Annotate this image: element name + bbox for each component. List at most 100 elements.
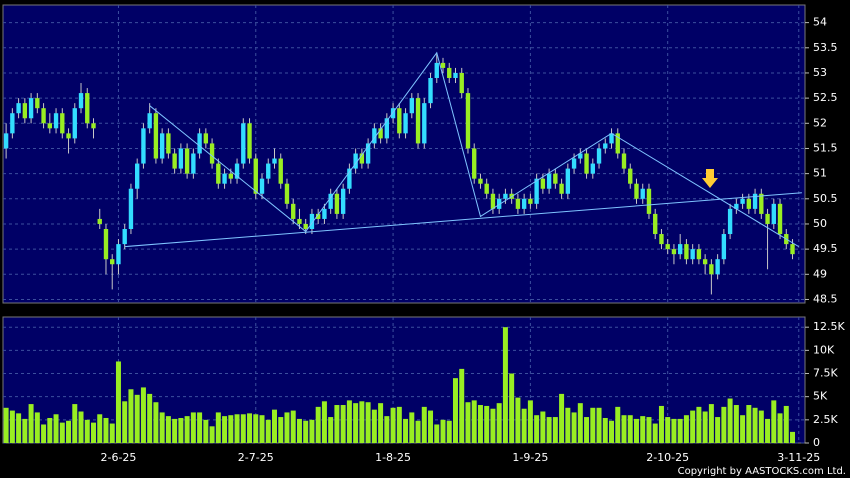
candle-body [297,218,302,224]
candle-body [259,178,265,194]
candle-body [141,128,146,164]
candle-body [334,193,340,214]
y-tick-label: 53.5 [813,41,838,54]
volume-bar [384,416,390,443]
y-tick-label: 52 [813,116,827,129]
y-tick-label: 54 [813,16,827,29]
candle-body [609,133,614,144]
candle-body [266,163,271,179]
candle-body [353,153,358,169]
candle-body [278,158,283,184]
volume-bar [708,404,714,443]
candle-body [328,193,333,209]
candle-body [727,208,733,235]
candle-body [28,98,34,119]
volume-bar [702,411,708,443]
candle-body [771,203,776,224]
volume-bar [440,419,446,443]
candle-body [690,249,695,260]
volume-bar [765,418,771,443]
volume-bar [621,415,627,443]
candle-body [216,163,221,184]
volume-bar [540,411,546,443]
candle-body [528,198,533,204]
candle-body [478,178,483,184]
volume-bar [546,417,552,443]
candle-body [515,198,521,209]
candle-body [359,153,365,164]
candle-body [428,77,433,104]
volume-bar [459,368,465,443]
volume-bar [777,413,783,443]
candle-body [66,133,71,139]
volume-bar [496,403,502,443]
candle-body [178,148,184,169]
volume-bar [471,400,477,443]
candle-body [209,143,215,164]
candle-body [53,113,59,129]
candle-body [135,163,140,189]
candle-body [409,98,414,114]
x-tick-label: 1-8-25 [375,451,411,464]
volume-bar [596,407,602,443]
volume-bar [184,416,190,443]
candle-body [790,244,795,255]
volume-bar [571,412,577,443]
volume-bar [378,403,384,443]
candle-body [291,203,296,219]
candle-body [765,213,770,224]
volume-bar [41,424,47,443]
candle-body [22,103,28,119]
candle-body [153,113,159,159]
candle-body [197,133,202,154]
volume-bar [178,417,184,443]
volume-bar [197,412,203,443]
candle-body [596,148,602,164]
y-tick-label: 0 [813,436,820,449]
volume-bar [253,414,259,443]
volume-bar [727,398,733,443]
candle-body [222,173,227,184]
volume-bar [203,419,209,443]
candle-body [16,103,21,114]
candle-body [41,108,46,124]
candle-body [347,168,352,189]
candle-body [453,72,458,78]
volume-bar [172,418,178,443]
candle-body [565,168,571,194]
candle-body [615,133,620,154]
volume-bar [677,418,683,443]
volume-bar [91,422,96,443]
candle-body [447,67,452,78]
candle-body [621,153,627,169]
volume-bar [509,373,515,443]
y-tick-label: 50.5 [813,192,838,205]
candle-body [241,123,246,164]
x-tick-label: 2-7-25 [238,451,274,464]
volume-bar [565,407,571,443]
volume-bar [696,406,702,443]
candle-body [159,133,165,159]
volume-bar [690,410,696,443]
candle-body [103,229,109,260]
volume-bar [584,417,590,443]
x-tick-label: 1-9-25 [512,451,548,464]
volume-bar [9,410,15,443]
candle-body [503,193,508,199]
volume-bar [278,417,284,443]
volume-bar [465,402,471,443]
volume-bar [403,418,409,443]
y-tick-label: 53 [813,66,827,79]
volume-bar [346,400,352,443]
volume-bar [665,417,671,443]
candle-body [746,198,752,209]
candle-body [584,153,589,174]
volume-bar [271,409,277,443]
candle-body [659,234,664,245]
y-tick-label: 49.5 [813,242,838,255]
trend-line [124,192,802,248]
volume-bar [652,423,658,443]
y-tick-label: 51.5 [813,141,838,154]
candle-body [384,118,390,139]
candle-body [715,259,720,275]
